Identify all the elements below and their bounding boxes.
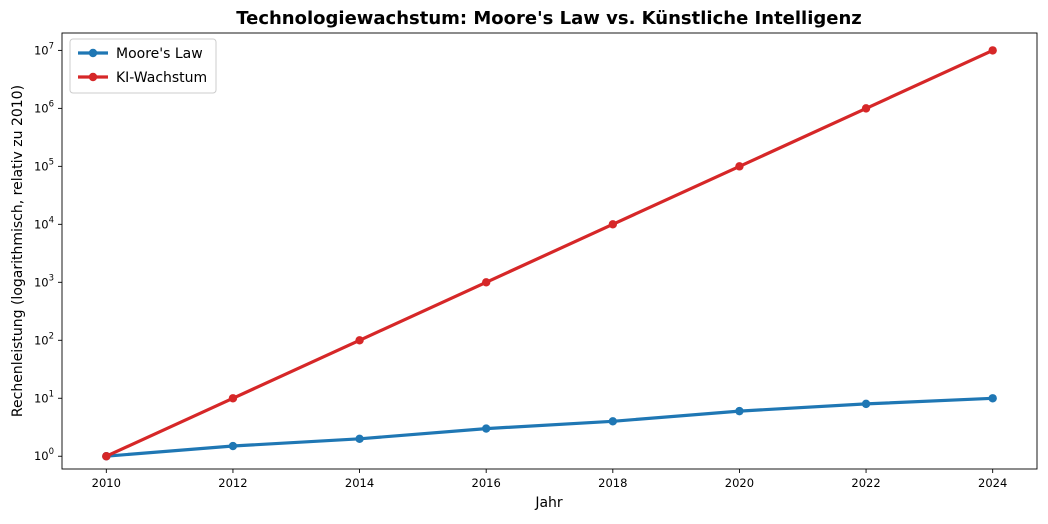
y-tick-label: 105	[34, 157, 54, 173]
data-point	[735, 406, 744, 416]
data-point	[735, 162, 744, 171]
y-tick-label: 100	[34, 447, 54, 463]
legend-label: Moore's Law	[116, 46, 203, 62]
data-point	[481, 424, 491, 433]
x-tick-label: 2016	[472, 476, 501, 490]
y-tick-label: 103	[34, 273, 54, 289]
data-point	[102, 452, 111, 461]
x-axis-label: Jahr	[534, 495, 563, 511]
data-point	[355, 336, 364, 345]
x-tick-label: 2010	[92, 476, 121, 490]
legend: Moore's Law KI-Wachstum	[69, 38, 217, 94]
y-tick-label: 101	[34, 389, 54, 405]
data-point	[608, 417, 618, 426]
data-point	[608, 220, 618, 229]
y-tick-label: 102	[34, 331, 54, 347]
x-tick-label: 2014	[345, 476, 374, 490]
data-point	[988, 394, 997, 403]
data-point	[988, 46, 997, 55]
x-tick-label: 2022	[851, 476, 880, 490]
x-tick-label: 2018	[598, 476, 627, 490]
data-point	[355, 434, 364, 443]
data-point	[228, 394, 238, 403]
legend-label: KI-Wachstum	[116, 70, 207, 86]
legend-swatch-marker	[88, 48, 98, 58]
y-axis-label: Rechenleistung (logarithmisch, relativ z…	[10, 85, 26, 417]
y-tick-label: 106	[34, 99, 54, 115]
data-point	[861, 104, 871, 113]
plot-area: 2010 2012 2014 2016 2018 2020 2022 2024 100 101 10…	[34, 32, 1038, 490]
x-tick-label: 2020	[725, 476, 754, 490]
data-point	[481, 278, 491, 287]
x-tick-label: 2012	[218, 476, 247, 490]
data-point	[228, 441, 238, 451]
x-tick-label: 2024	[978, 476, 1007, 490]
y-tick-label: 104	[34, 215, 54, 231]
plot-frame	[61, 32, 1038, 470]
series-line	[104, 48, 995, 458]
chart-title: Technologiewachstum: Moore's Law vs. Kün…	[236, 8, 862, 29]
legend-swatch-marker	[88, 72, 98, 82]
series-line	[104, 396, 995, 458]
data-point	[861, 399, 871, 409]
y-tick-label: 107	[34, 41, 54, 57]
